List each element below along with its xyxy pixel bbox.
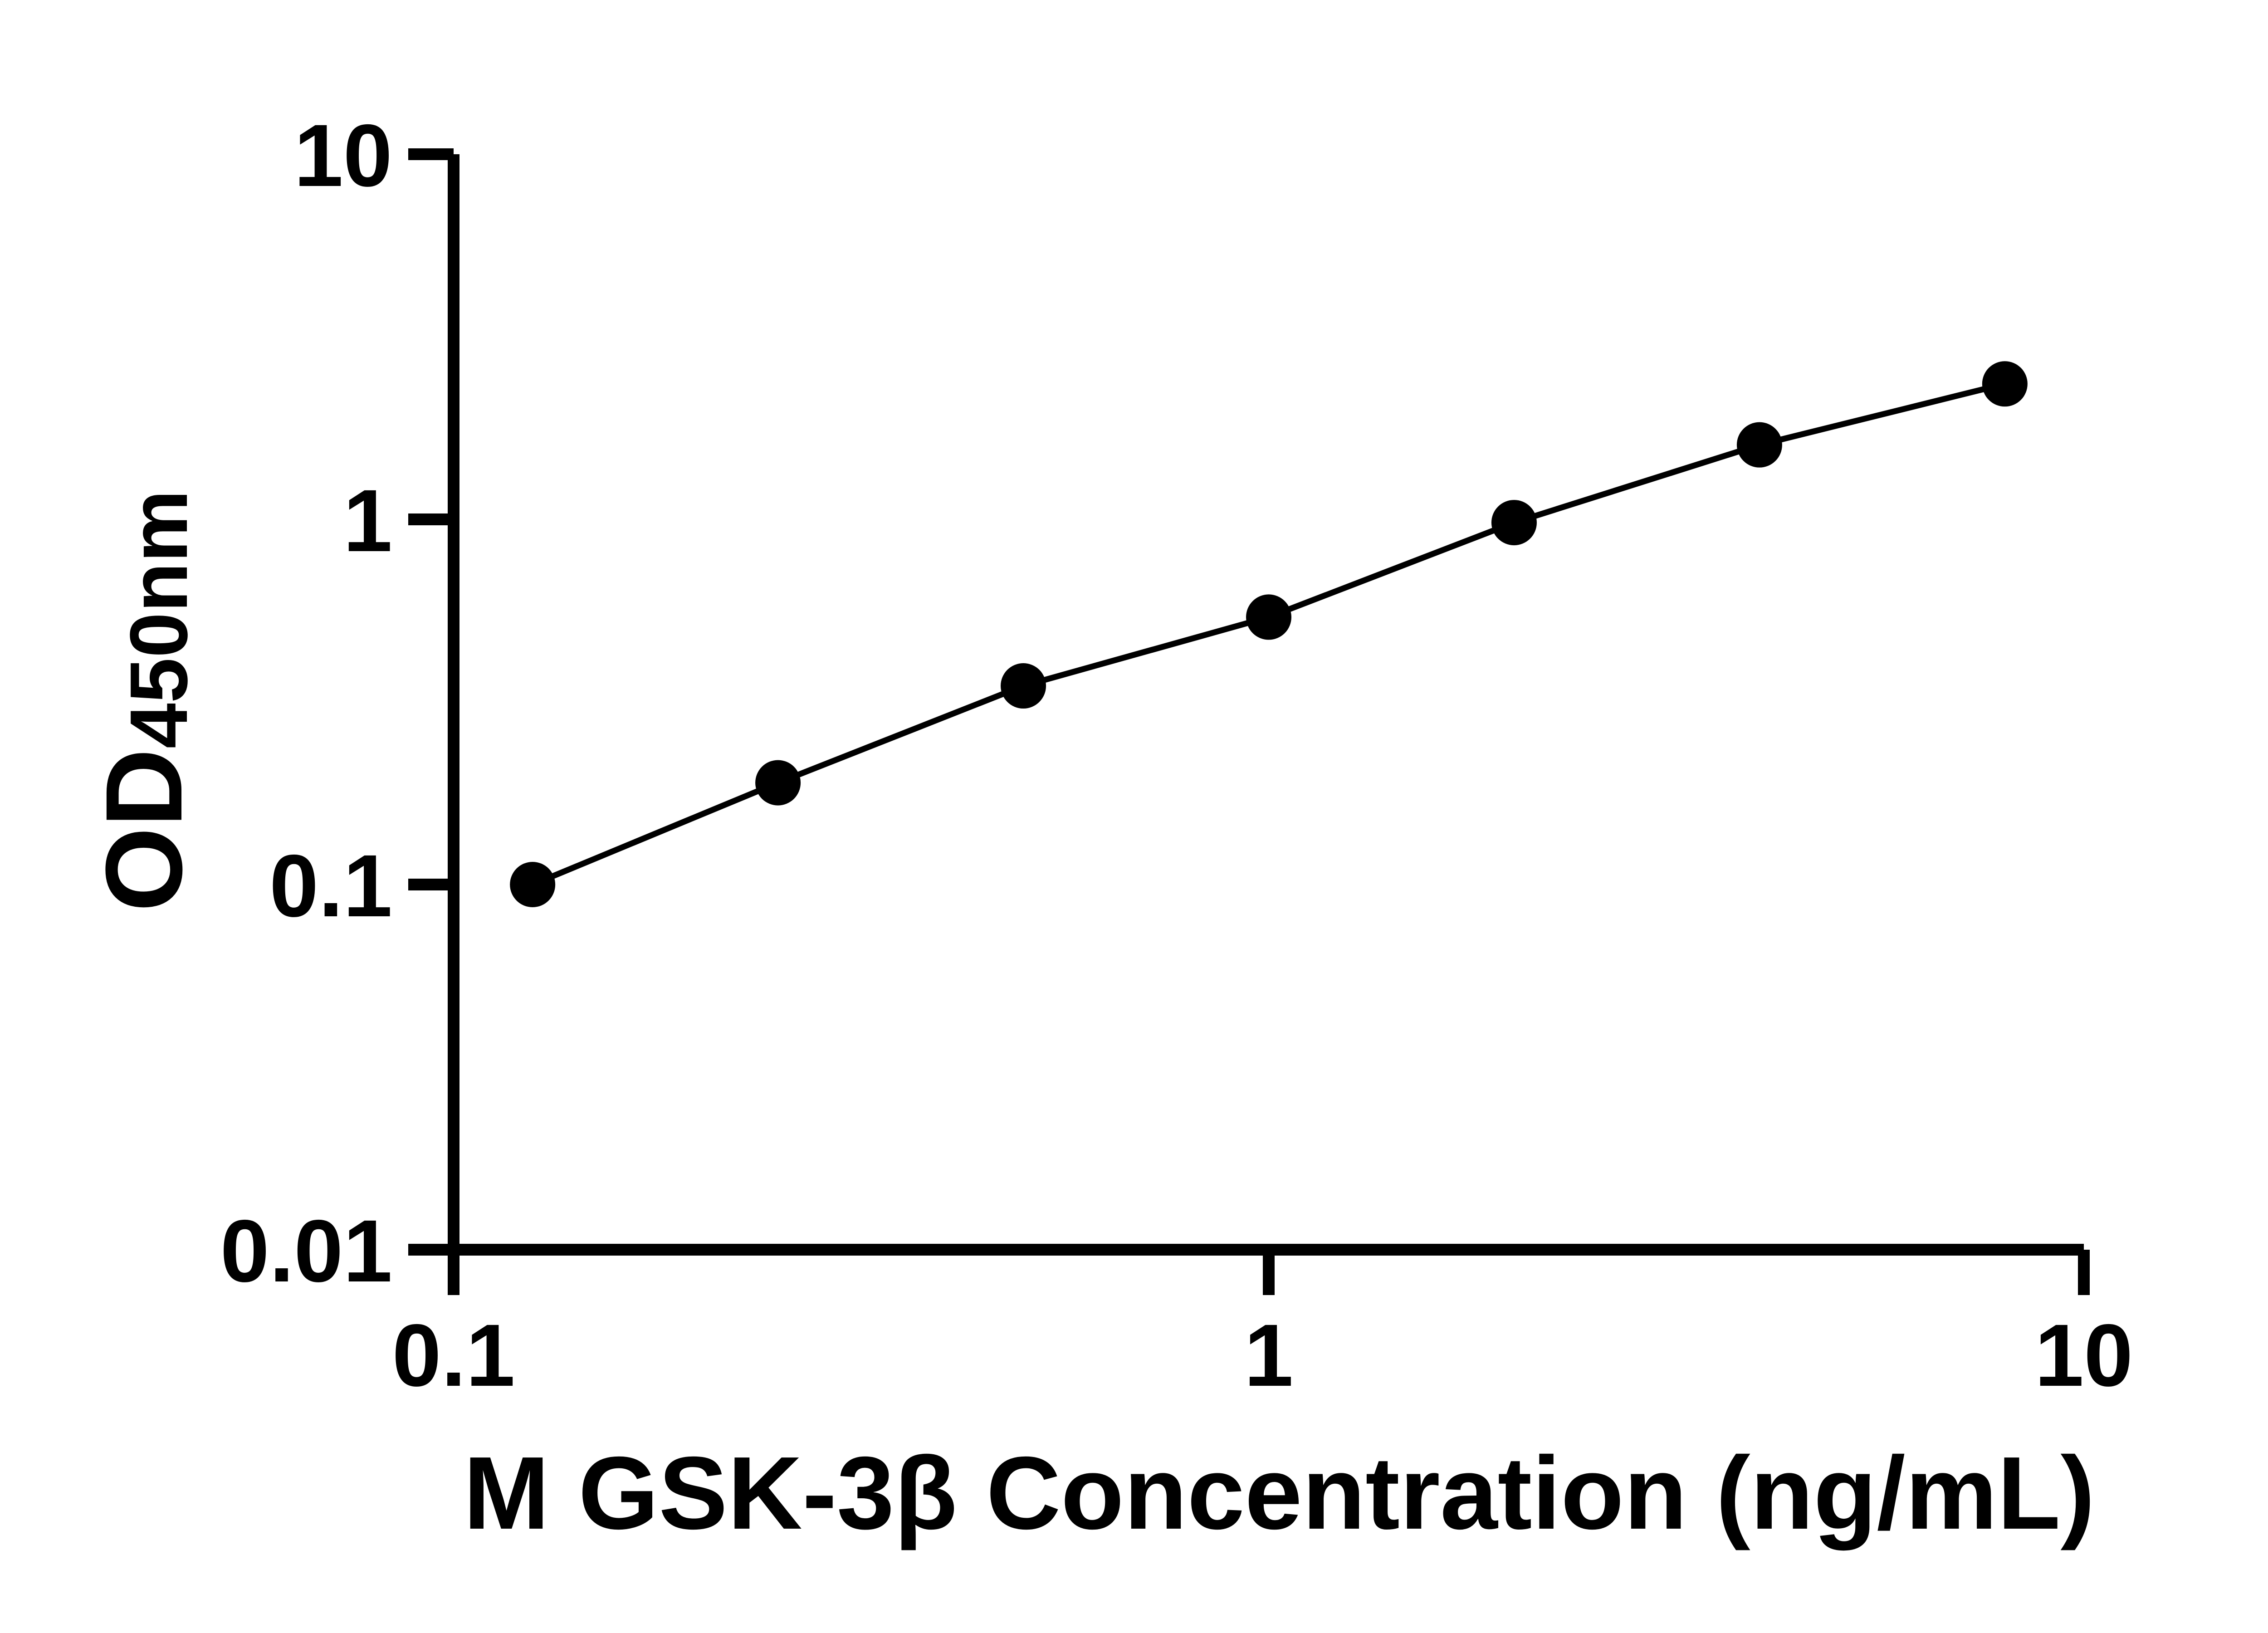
data-point-0.25	[755, 760, 801, 806]
data-point-2	[1491, 500, 1537, 546]
y-tick-label-10: 10	[294, 106, 392, 205]
data-point-4	[1736, 422, 1782, 468]
x-tick-label-0.1: 0.1	[392, 1306, 515, 1405]
y-tick-label-0.01: 0.01	[220, 1202, 392, 1301]
axis-spines	[448, 154, 2084, 1256]
y-axis-title-main: OD	[83, 748, 205, 912]
y-axis-title: OD450nm	[83, 490, 205, 912]
x-tick-label-10: 10	[2035, 1306, 2133, 1405]
data-point-8	[1982, 361, 2028, 407]
y-axis-title-wavelength: 450nm	[113, 490, 205, 748]
data-point-0.125	[510, 862, 556, 907]
y-tick-label-0.1: 0.1	[269, 836, 392, 935]
x-axis-title: M GSK-3β Concentration (ng/mL)	[463, 1436, 2095, 1551]
data-point-1	[1246, 594, 1291, 640]
data-point-0.5	[1001, 663, 1046, 709]
x-tick-label-1: 1	[1244, 1306, 1293, 1405]
y-tick-label-1: 1	[343, 471, 392, 570]
